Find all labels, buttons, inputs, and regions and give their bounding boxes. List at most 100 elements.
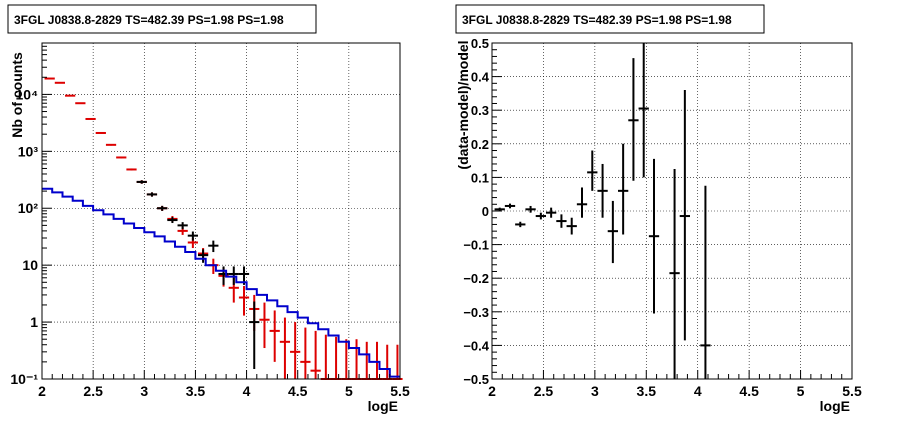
residual-title: 3FGL J0838.8-2829 TS=482.39 PS=1.98 PS=1… [462, 13, 732, 27]
residual-y-tick-label: −0.4 [463, 338, 489, 353]
counts-axes: 2 2.5 3 3.5 4 4.5 5 5.5 10⁻¹ 1 10 10² 10³ 10⁴ [10, 42, 410, 399]
residual-data-point [597, 163, 608, 218]
counts-data-point [136, 180, 147, 184]
residual-y-tick-label: 0.5 [471, 36, 489, 51]
counts-data-point [269, 310, 280, 362]
counts-data-point [290, 322, 301, 379]
residual-y-tick-label: 0.4 [471, 70, 490, 85]
counts-y-tick-label: 10³ [18, 143, 39, 159]
counts-data-point [126, 168, 137, 171]
counts-data-point [65, 94, 76, 97]
counts-data-point [95, 131, 106, 134]
counts-title: 3FGL J0838.8-2829 TS=482.39 PS=1.98 PS=1… [14, 13, 284, 27]
residual-y-tick-label: −0.3 [463, 305, 489, 320]
counts-data-point [330, 336, 342, 380]
counts-data-point [371, 341, 383, 380]
residual-data-point [494, 207, 505, 211]
counts-panel: 3FGL J0838.8-2829 TS=482.39 PS=1.98 PS=1… [7, 4, 410, 414]
counts-x-tick-label: 4 [243, 383, 251, 399]
counts-y-tick-label: 10² [18, 200, 39, 216]
residual-x-tick-label: 2.5 [534, 383, 554, 399]
residual-x-tick-label: 3.5 [637, 383, 657, 399]
counts-title-box [7, 4, 317, 34]
residual-x-tick-label: 2 [488, 383, 496, 399]
counts-data-point [259, 302, 270, 349]
counts-data-point [351, 339, 362, 380]
residual-data-point [504, 203, 516, 209]
residual-data-point [556, 214, 567, 228]
residual-y-tick-label: 0.1 [471, 170, 489, 185]
counts-y-tick-label: 1 [30, 314, 38, 330]
residual-panel: 3FGL J0838.8-2829 TS=482.39 PS=1.98 PS=1… [455, 4, 862, 414]
residual-y-tick-label: −0.1 [463, 238, 489, 253]
residual-data-point [669, 169, 680, 379]
residual-data-point [679, 90, 690, 341]
residual-x-tick-label: 5.5 [842, 383, 862, 399]
residual-data-point [648, 158, 660, 314]
counts-x-axis-label: logE [368, 398, 398, 414]
counts-data-point [75, 102, 86, 105]
counts-data-point [157, 205, 168, 211]
counts-data-point [300, 327, 311, 379]
residual-series [494, 43, 711, 379]
counts-data-point [187, 231, 198, 241]
counts-data-point [197, 249, 209, 263]
counts-data-point [392, 344, 403, 380]
residual-y-axis-label: (data-model)/model [455, 40, 471, 169]
counts-data-point [105, 143, 117, 146]
residual-x-axis-label: logE [820, 398, 850, 414]
counts-y-axis-label: Nb of counts [9, 52, 25, 138]
residual-data-point [700, 185, 711, 379]
counts-x-tick-label: 2.5 [83, 383, 103, 399]
counts-data-point [167, 217, 178, 224]
residual-data-point [535, 212, 546, 220]
counts-x-tick-label: 5.5 [390, 383, 410, 399]
counts-model-step-line [42, 187, 400, 378]
counts-series [42, 77, 403, 380]
residual-y-tick-label: −0.5 [463, 372, 489, 387]
counts-y-tick-label: 10⁴ [16, 86, 39, 102]
residual-data-point [607, 200, 618, 264]
residual-axes: 2 2.5 3 3.5 4 4.5 5 5.5 −0.5 −0.4 −0.3 −0.2 −0.1 0 0.1… [463, 36, 862, 399]
counts-y-tick-label: 10 [22, 257, 38, 273]
counts-data-point [44, 77, 55, 80]
residual-y-tick-label: 0.2 [471, 137, 489, 152]
residual-y-tick-label: −0.2 [463, 271, 489, 286]
counts-data-point [320, 334, 331, 380]
counts-x-tick-label: 4.5 [288, 383, 308, 399]
residual-data-point [515, 221, 526, 228]
counts-x-tick-label: 3.5 [186, 383, 206, 399]
residual-x-tick-label: 4 [694, 383, 702, 399]
counts-data-point [310, 330, 321, 379]
counts-data-point [116, 156, 127, 159]
counts-data-point [279, 317, 291, 379]
counts-data-point [208, 240, 219, 253]
residual-x-tick-label: 4.5 [739, 383, 759, 399]
residual-x-tick-label: 5 [797, 383, 805, 399]
counts-data-point [238, 286, 250, 316]
residual-data-point [525, 205, 536, 213]
counts-data-point [361, 341, 372, 380]
counts-x-tick-label: 5 [345, 383, 353, 399]
counts-data-point [146, 192, 158, 197]
residual-y-tick-label: 0 [482, 204, 489, 219]
residual-data-point [587, 150, 598, 191]
residual-data-point [546, 207, 557, 218]
residual-y-tick-label: 0.3 [471, 103, 489, 118]
residual-x-tick-label: 3 [591, 383, 599, 399]
residual-data-point [618, 143, 629, 235]
counts-data-point [177, 222, 188, 230]
counts-data-point [85, 117, 96, 120]
residual-grid [491, 42, 853, 380]
residual-data-point [566, 217, 577, 235]
residual-title-box [455, 4, 765, 34]
residual-data-point [628, 58, 639, 181]
counts-data-point [54, 81, 66, 84]
residual-data-point [576, 187, 588, 218]
residual-data-point [638, 43, 649, 178]
counts-data-point [249, 301, 260, 369]
counts-x-tick-label: 2 [38, 383, 46, 399]
counts-x-tick-label: 3 [140, 383, 148, 399]
